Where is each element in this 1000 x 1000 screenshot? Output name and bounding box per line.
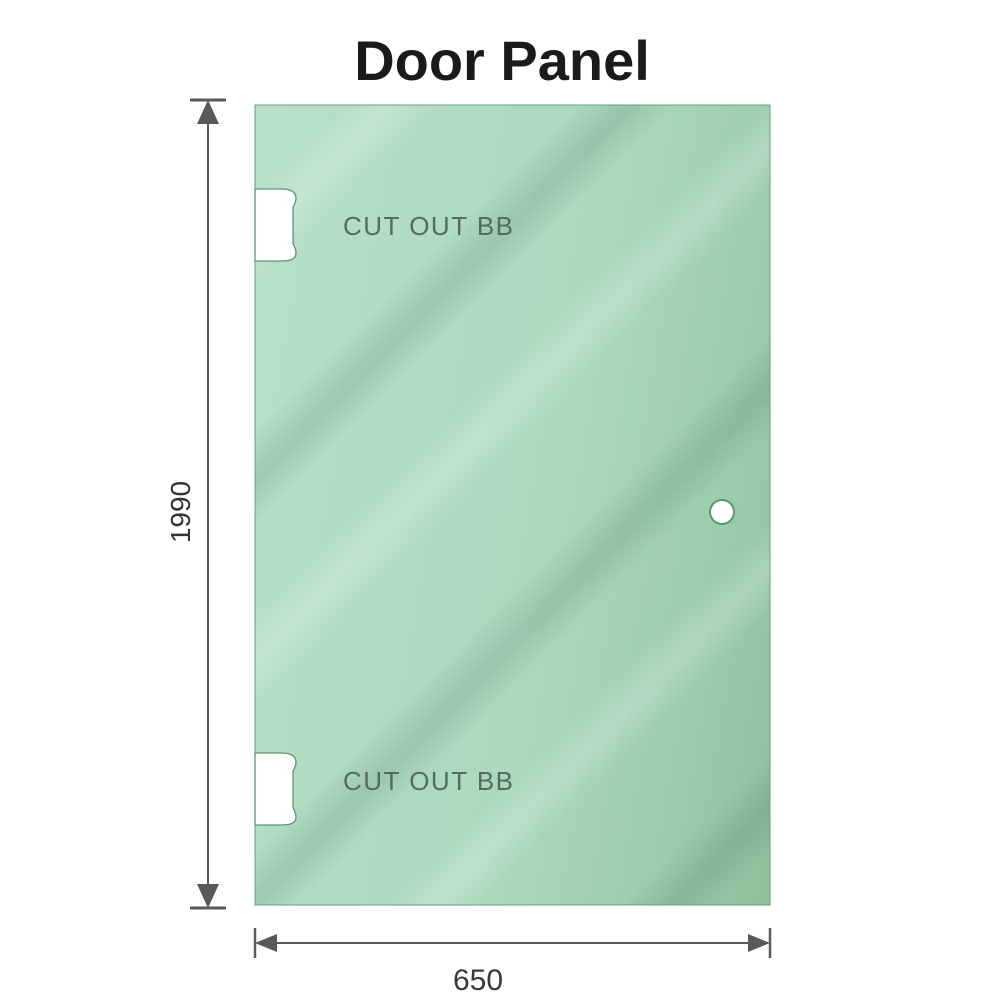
svg-text:CUT OUT BB: CUT OUT BB — [343, 211, 515, 241]
svg-text:650: 650 — [453, 964, 503, 997]
svg-text:1990: 1990 — [165, 481, 196, 543]
svg-text:CUT OUT BB: CUT OUT BB — [343, 766, 515, 796]
svg-text:Door Panel: Door Panel — [354, 29, 650, 92]
